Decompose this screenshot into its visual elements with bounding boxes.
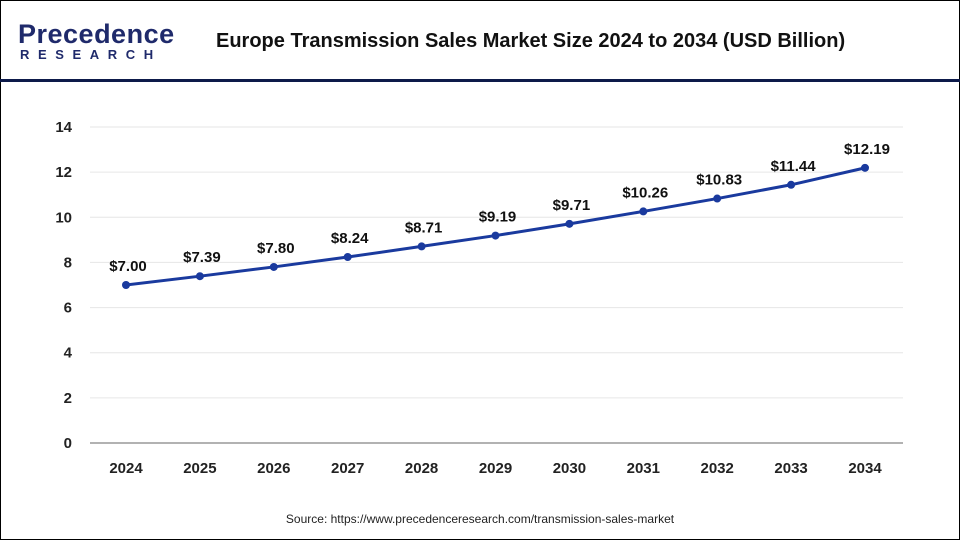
x-tick-label: 2030	[553, 460, 586, 477]
data-point	[122, 281, 130, 289]
data-label: $12.19	[844, 141, 890, 158]
x-tick-label: 2031	[627, 460, 660, 477]
data-label: $9.19	[479, 209, 517, 226]
x-tick-label: 2025	[183, 460, 216, 477]
logo-line1: Precedence	[18, 19, 175, 49]
data-point	[195, 272, 204, 281]
data-point	[713, 194, 722, 203]
data-point	[565, 219, 574, 228]
data-point	[787, 180, 796, 189]
x-tick-label: 2028	[405, 460, 438, 477]
data-point	[491, 231, 500, 240]
series-line	[125, 166, 866, 287]
chart-title: Europe Transmission Sales Market Size 20…	[216, 30, 846, 52]
data-label: $7.00	[109, 258, 147, 275]
y-tick-label: 4	[64, 345, 73, 362]
data-label: $7.80	[257, 240, 295, 257]
x-tick-label: 2029	[479, 460, 512, 477]
data-label: $11.44	[771, 158, 817, 175]
y-tick-label: 10	[55, 209, 72, 226]
source-text: Source: https://www.precedenceresearch.c…	[285, 512, 675, 526]
data-point	[417, 242, 426, 251]
y-tick-label: 2	[64, 390, 72, 407]
data-point	[343, 253, 352, 262]
data-label: $7.39	[183, 249, 221, 266]
y-tick-label: 8	[64, 254, 72, 271]
data-label: $10.83	[696, 172, 742, 189]
y-tick-label: 6	[64, 300, 72, 317]
header-divider	[0, 79, 960, 82]
data-label: $9.71	[553, 197, 591, 214]
x-tick-label: 2027	[331, 460, 364, 477]
data-label: $10.26	[622, 184, 668, 201]
header: Precedence RESEARCH Europe Transmission …	[0, 0, 960, 80]
data-point	[269, 262, 278, 271]
data-point	[861, 163, 869, 172]
x-tick-label: 2034	[848, 460, 882, 477]
x-tick-label: 2033	[774, 460, 807, 477]
y-tick-label: 12	[55, 164, 72, 181]
data-point	[639, 207, 648, 216]
data-label: $8.71	[405, 219, 443, 236]
y-tick-label: 14	[55, 119, 72, 136]
x-tick-label: 2026	[257, 460, 290, 477]
x-tick-label: 2024	[109, 460, 143, 477]
y-tick-label: 0	[64, 435, 72, 452]
precedence-research-logo: Precedence RESEARCH	[18, 20, 175, 62]
data-label: $8.24	[331, 230, 369, 247]
x-tick-label: 2032	[701, 460, 734, 477]
logo-line2: RESEARCH	[20, 47, 162, 62]
